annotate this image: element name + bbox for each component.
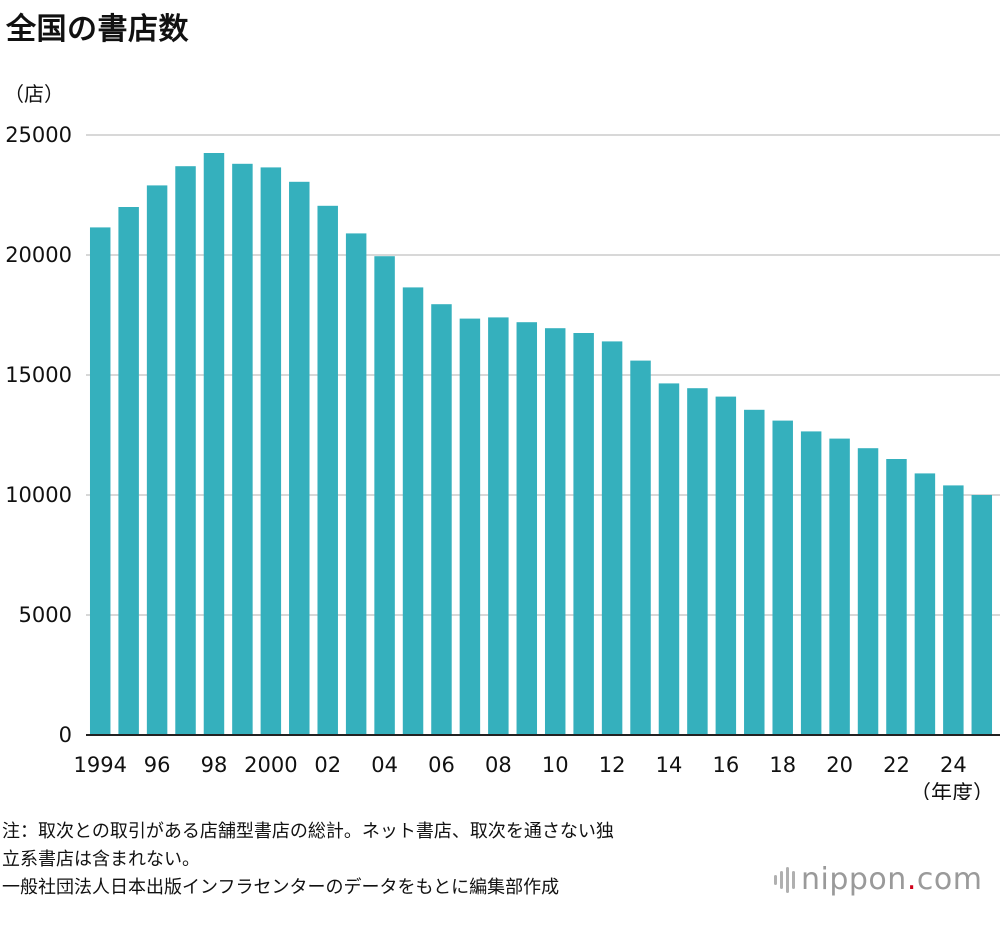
bar: [516, 322, 538, 735]
bar: [431, 304, 452, 735]
y-unit-label: （店）: [4, 82, 64, 106]
x-tick-label: 04: [371, 753, 398, 777]
logo-text-tail: com: [916, 862, 983, 897]
x-tick-label: 02: [314, 753, 341, 777]
bar: [175, 166, 196, 735]
x-tick-label: 22: [883, 753, 910, 777]
y-tick-label: 5000: [19, 603, 72, 627]
bar: [715, 396, 737, 735]
bar: [544, 328, 566, 735]
y-tick-label: 15000: [5, 363, 72, 387]
logo-text-main: nippon: [801, 862, 907, 897]
x-tick-label: 2000: [244, 753, 297, 777]
x-unit-label: （年度）: [910, 781, 994, 800]
x-tick-label: 14: [656, 753, 683, 777]
x-tick-label: 10: [542, 753, 569, 777]
bar: [971, 495, 993, 735]
x-tick-label: 24: [940, 753, 967, 777]
bar: [772, 420, 793, 735]
bar: [573, 333, 594, 735]
note-line-2: 立系書店は含まれない。: [2, 849, 200, 870]
bar: [374, 256, 395, 735]
bar: [857, 448, 879, 735]
x-tick-label: 18: [769, 753, 796, 777]
y-tick-label: 10000: [5, 483, 72, 507]
bar: [89, 227, 111, 735]
note-line-1: 注：取次との取引がある店舗型書店の総計。ネット書店、取次を通さない独: [2, 821, 614, 842]
logo-mark-icon: [774, 866, 795, 893]
y-tick-label: 25000: [5, 123, 72, 147]
bar: [402, 287, 424, 735]
bar: [146, 185, 168, 735]
x-tick-label: 1994: [73, 753, 126, 777]
bar: [260, 167, 282, 735]
x-tick-label: 12: [599, 753, 626, 777]
bar: [459, 318, 481, 735]
bar: [118, 207, 139, 735]
source-text: 一般社団法人日本出版インフラセンターのデータをもとに編集部作成: [2, 877, 560, 898]
bar: [203, 153, 225, 735]
x-tick-label: 98: [201, 753, 228, 777]
y-tick-label: 20000: [5, 243, 72, 267]
logo-dot: .: [906, 862, 917, 897]
x-tick-label: 16: [712, 753, 739, 777]
bar: [829, 438, 850, 735]
bar: [630, 360, 651, 735]
bar: [289, 181, 310, 736]
nippon-logo: nippon.com: [774, 862, 982, 897]
chart-title: 全国の書店数: [6, 12, 189, 47]
bar: [943, 485, 964, 735]
logo-text: nippon.com: [801, 862, 982, 897]
x-tick-label: 06: [428, 753, 455, 777]
x-tick-label: 96: [144, 753, 171, 777]
bar-chart: 0 5000 10000 15000 20000 25000 1994 96 98 2000 02 0…: [5, 123, 1000, 800]
bar: [800, 431, 822, 735]
bar: [744, 409, 765, 735]
bar: [658, 383, 680, 735]
bar: [488, 317, 509, 735]
bar: [232, 163, 253, 736]
bar: [601, 341, 623, 735]
bar: [886, 459, 907, 735]
x-tick-label: 08: [485, 753, 512, 777]
bar: [687, 388, 708, 735]
bar: [345, 233, 367, 735]
y-tick-label: 0: [59, 723, 72, 747]
bar: [317, 205, 338, 736]
bar: [914, 473, 936, 735]
x-tick-label: 20: [826, 753, 853, 777]
